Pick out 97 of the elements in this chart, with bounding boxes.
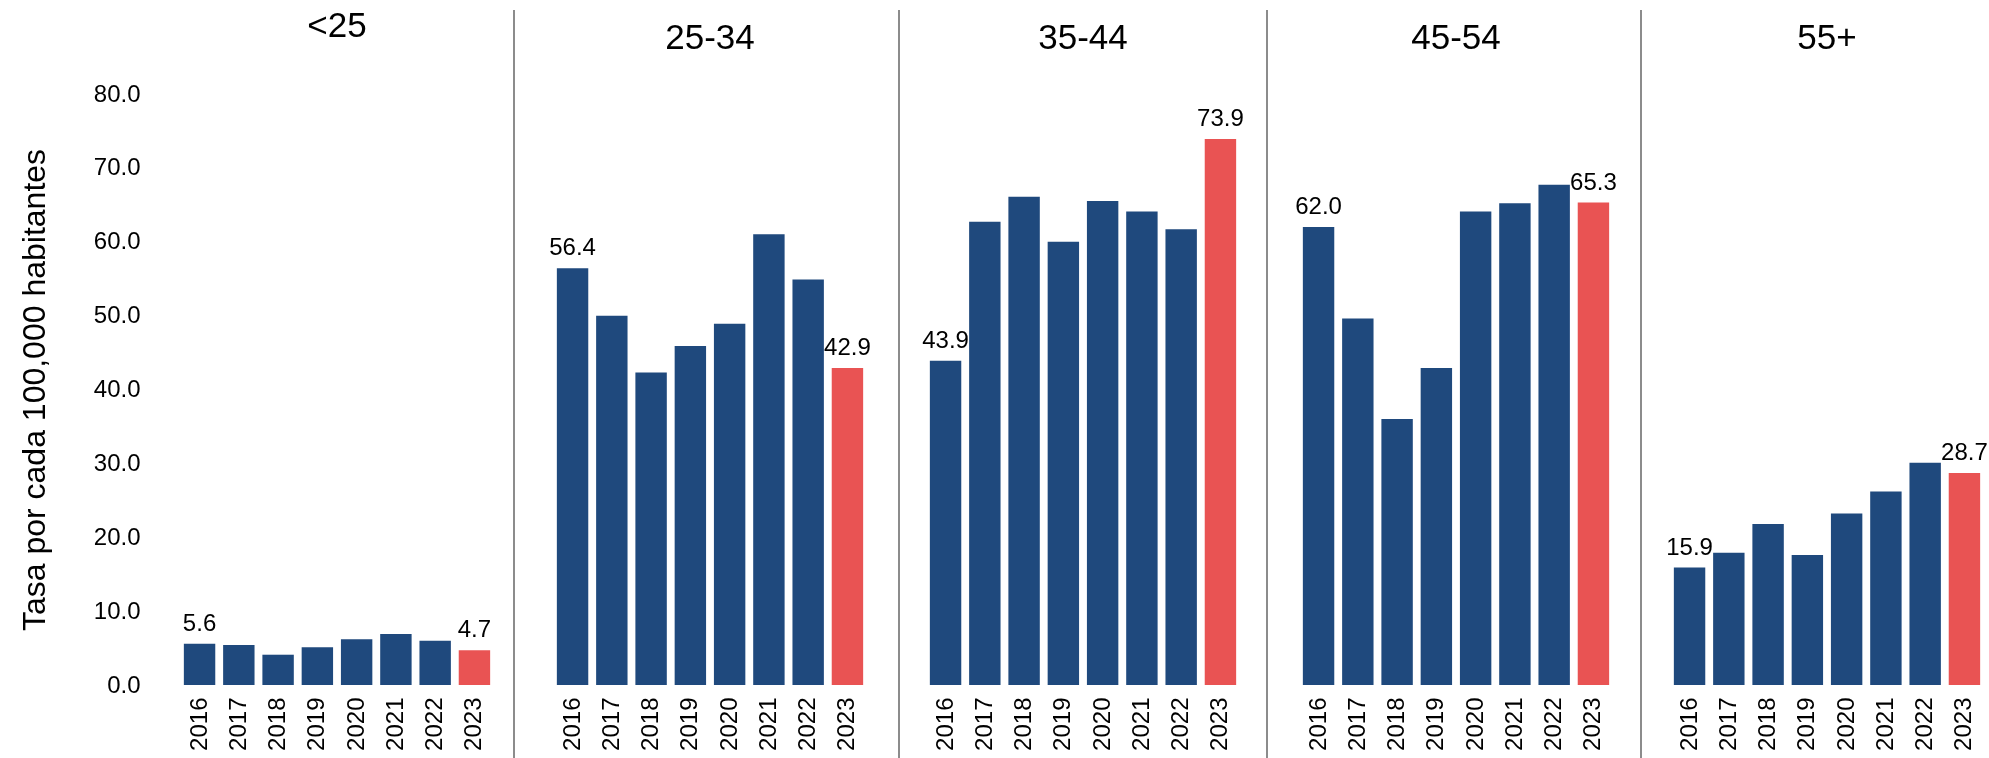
y-tick-label: 60.0: [93, 227, 141, 255]
x-tick-label: 2020: [341, 697, 369, 751]
x-tick-label: 2018: [636, 697, 664, 751]
bar: [674, 345, 707, 685]
y-tick-label: 10.0: [93, 596, 141, 624]
y-axis-title: Tasa por cada 100,000 habitantes: [15, 148, 52, 632]
x-tick-label: 2018: [263, 697, 291, 751]
bar: [1086, 201, 1119, 685]
x-tick-label: 2020: [1087, 697, 1115, 751]
y-tick-label: 0.0: [107, 670, 141, 698]
x-tick-label: 2021: [1499, 697, 1527, 751]
chart-title: <25: [307, 5, 367, 44]
bar: [1791, 554, 1824, 685]
bar: [1047, 241, 1080, 685]
data-label: 42.9: [824, 333, 871, 361]
bar: [1538, 184, 1570, 685]
bar: [1830, 513, 1863, 685]
bar: [831, 368, 864, 685]
bar: [1420, 368, 1453, 685]
x-tick-label: 2023: [1949, 697, 1977, 751]
data-label: 73.9: [1197, 104, 1244, 132]
x-tick-label: 2022: [1910, 697, 1938, 751]
x-tick-label: 2022: [420, 697, 448, 751]
bar: [1381, 419, 1413, 685]
x-tick-label: 2023: [1205, 697, 1233, 751]
x-tick-label: 2021: [753, 697, 781, 751]
bar: [1459, 211, 1492, 685]
x-tick-label: 2023: [459, 697, 487, 751]
bar: [556, 268, 589, 685]
x-tick-label: 2022: [1539, 697, 1567, 751]
bar: [1909, 462, 1941, 685]
bar: [1302, 226, 1335, 685]
bar: [1165, 229, 1197, 685]
bar: [1499, 203, 1531, 685]
bar: [1673, 567, 1706, 685]
bar: [635, 372, 667, 685]
bar: [596, 315, 628, 685]
bar: [792, 279, 824, 685]
y-tick-label: 20.0: [93, 522, 141, 550]
bar: [1126, 211, 1158, 685]
x-tick-label: 2019: [1792, 697, 1820, 751]
x-tick-label: 2016: [184, 697, 212, 751]
bar: [969, 221, 1001, 685]
bar: [1204, 139, 1237, 685]
y-tick-label: 40.0: [93, 375, 141, 402]
x-tick-label: 2017: [969, 697, 997, 751]
bar: [713, 323, 746, 685]
x-tick-label: 2017: [1713, 697, 1741, 751]
bar: [1870, 491, 1902, 685]
bar: [1342, 318, 1374, 685]
y-tick-label: 70.0: [93, 153, 141, 181]
data-label: 56.4: [549, 233, 596, 261]
bar: [1577, 202, 1610, 685]
x-tick-label: 2022: [1166, 697, 1194, 751]
bar: [753, 234, 785, 685]
x-tick-label: 2018: [1753, 697, 1781, 751]
x-tick-label: 2023: [832, 697, 860, 751]
bar: [1752, 523, 1784, 685]
x-tick-label: 2018: [1009, 697, 1037, 751]
x-tick-label: 2021: [380, 697, 408, 751]
x-tick-label: 2021: [1126, 697, 1154, 751]
bar: [929, 360, 962, 685]
chart-title: 55+: [1797, 17, 1857, 56]
x-tick-label: 2019: [675, 697, 703, 751]
x-tick-label: 2021: [1870, 697, 1898, 751]
chart-title: 25-34: [665, 17, 755, 56]
x-tick-label: 2019: [1421, 697, 1449, 751]
x-tick-label: 2020: [1831, 697, 1859, 751]
x-tick-label: 2018: [1382, 697, 1410, 751]
x-tick-label: 2016: [1674, 697, 1702, 751]
bar: [1008, 196, 1040, 685]
chart-title: 45-54: [1411, 17, 1501, 56]
x-tick-label: 2016: [557, 697, 585, 751]
x-tick-label: 2019: [1048, 697, 1076, 751]
y-tick-label: 80.0: [93, 79, 141, 107]
x-tick-label: 2017: [596, 697, 624, 751]
x-tick-label: 2017: [1342, 697, 1370, 751]
x-tick-label: 2020: [714, 697, 742, 751]
data-label: 43.9: [922, 325, 969, 353]
data-label: 5.6: [182, 608, 217, 636]
data-label: 15.9: [1666, 532, 1713, 560]
x-tick-label: 2019: [302, 697, 330, 751]
x-tick-label: 2016: [1303, 697, 1331, 751]
data-label: 62.0: [1295, 191, 1342, 219]
data-label: 4.7: [457, 615, 492, 643]
bar: [1713, 552, 1745, 685]
x-tick-label: 2020: [1460, 697, 1488, 751]
x-tick-label: 2023: [1578, 697, 1606, 751]
x-tick-label: 2016: [930, 697, 958, 751]
chart-title: 35-44: [1038, 17, 1128, 56]
y-tick-label: 50.0: [93, 301, 141, 329]
data-label: 28.7: [1941, 437, 1988, 465]
x-tick-label: 2017: [223, 697, 251, 751]
data-label: 65.3: [1570, 167, 1617, 195]
bar: [1948, 472, 1981, 685]
y-tick-label: 30.0: [93, 448, 141, 476]
x-tick-label: 2022: [793, 697, 821, 751]
